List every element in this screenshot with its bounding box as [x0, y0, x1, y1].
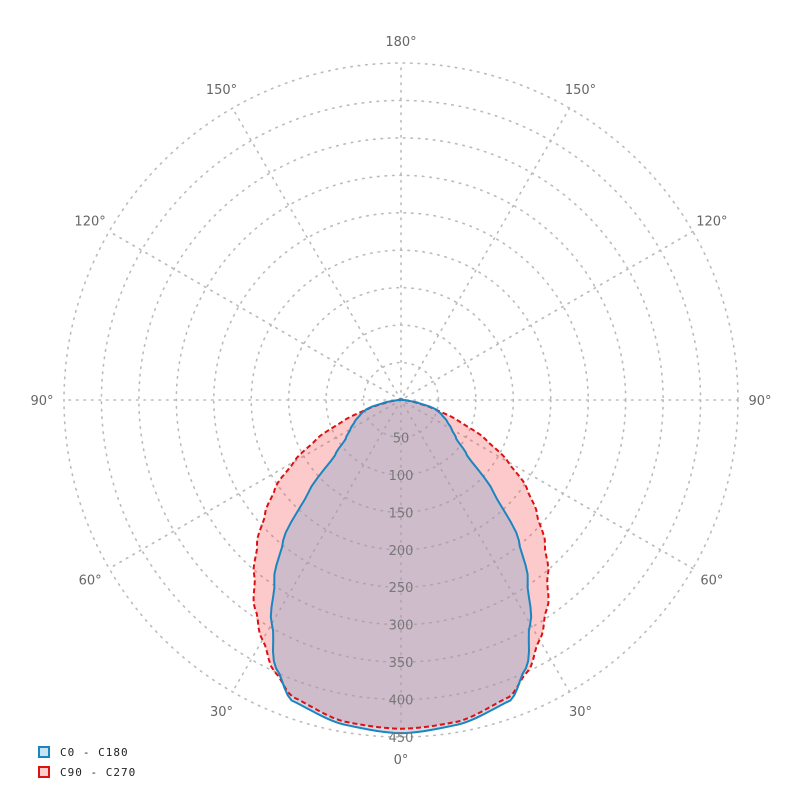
legend-label: C90 - C270	[60, 765, 137, 779]
radial-tick-label: 200	[389, 544, 414, 559]
radial-tick-label: 450	[389, 731, 414, 746]
angle-tick-label: 180°	[385, 35, 416, 50]
angle-tick-label: 150°	[206, 83, 237, 98]
radial-tick-label: 150	[389, 506, 414, 521]
series-fill-0	[270, 399, 532, 734]
angle-tick-label: 30°	[210, 705, 233, 720]
radial-tick-label: 250	[389, 581, 414, 596]
angle-tick-label: 0°	[394, 753, 409, 768]
labels-layer: 50 100 150 200 250 300 350 400 450 0° 30° 30° 60° 60°…	[30, 35, 771, 768]
series-layer	[252, 398, 550, 735]
legend-swatch-blue	[38, 746, 50, 758]
legend-label: C0 - C180	[60, 745, 129, 759]
radial-tick-label: 400	[389, 694, 414, 709]
radial-tick-label: 350	[389, 656, 414, 671]
angle-tick-label: 120°	[696, 215, 727, 230]
angle-tick-label: 60°	[79, 574, 102, 589]
legend-swatch-red	[38, 766, 50, 778]
radial-tick-label: 100	[389, 469, 414, 484]
angle-tick-label: 150°	[565, 83, 596, 98]
angle-tick-label: 90°	[30, 394, 53, 409]
legend-item-c90-c270[interactable]: C90 - C270	[38, 762, 136, 782]
legend: C0 - C180 C90 - C270	[38, 742, 136, 782]
series-fill-1	[253, 399, 549, 729]
angle-tick-label: 120°	[74, 215, 105, 230]
legend-item-c0-c180[interactable]: C0 - C180	[38, 742, 136, 762]
radial-tick-label: 300	[389, 619, 414, 634]
radial-tick-label: 50	[393, 431, 410, 446]
series-line-0	[269, 398, 533, 735]
angle-tick-label: 90°	[748, 394, 771, 409]
angle-tick-label: 60°	[700, 574, 723, 589]
angle-tick-label: 30°	[569, 705, 592, 720]
